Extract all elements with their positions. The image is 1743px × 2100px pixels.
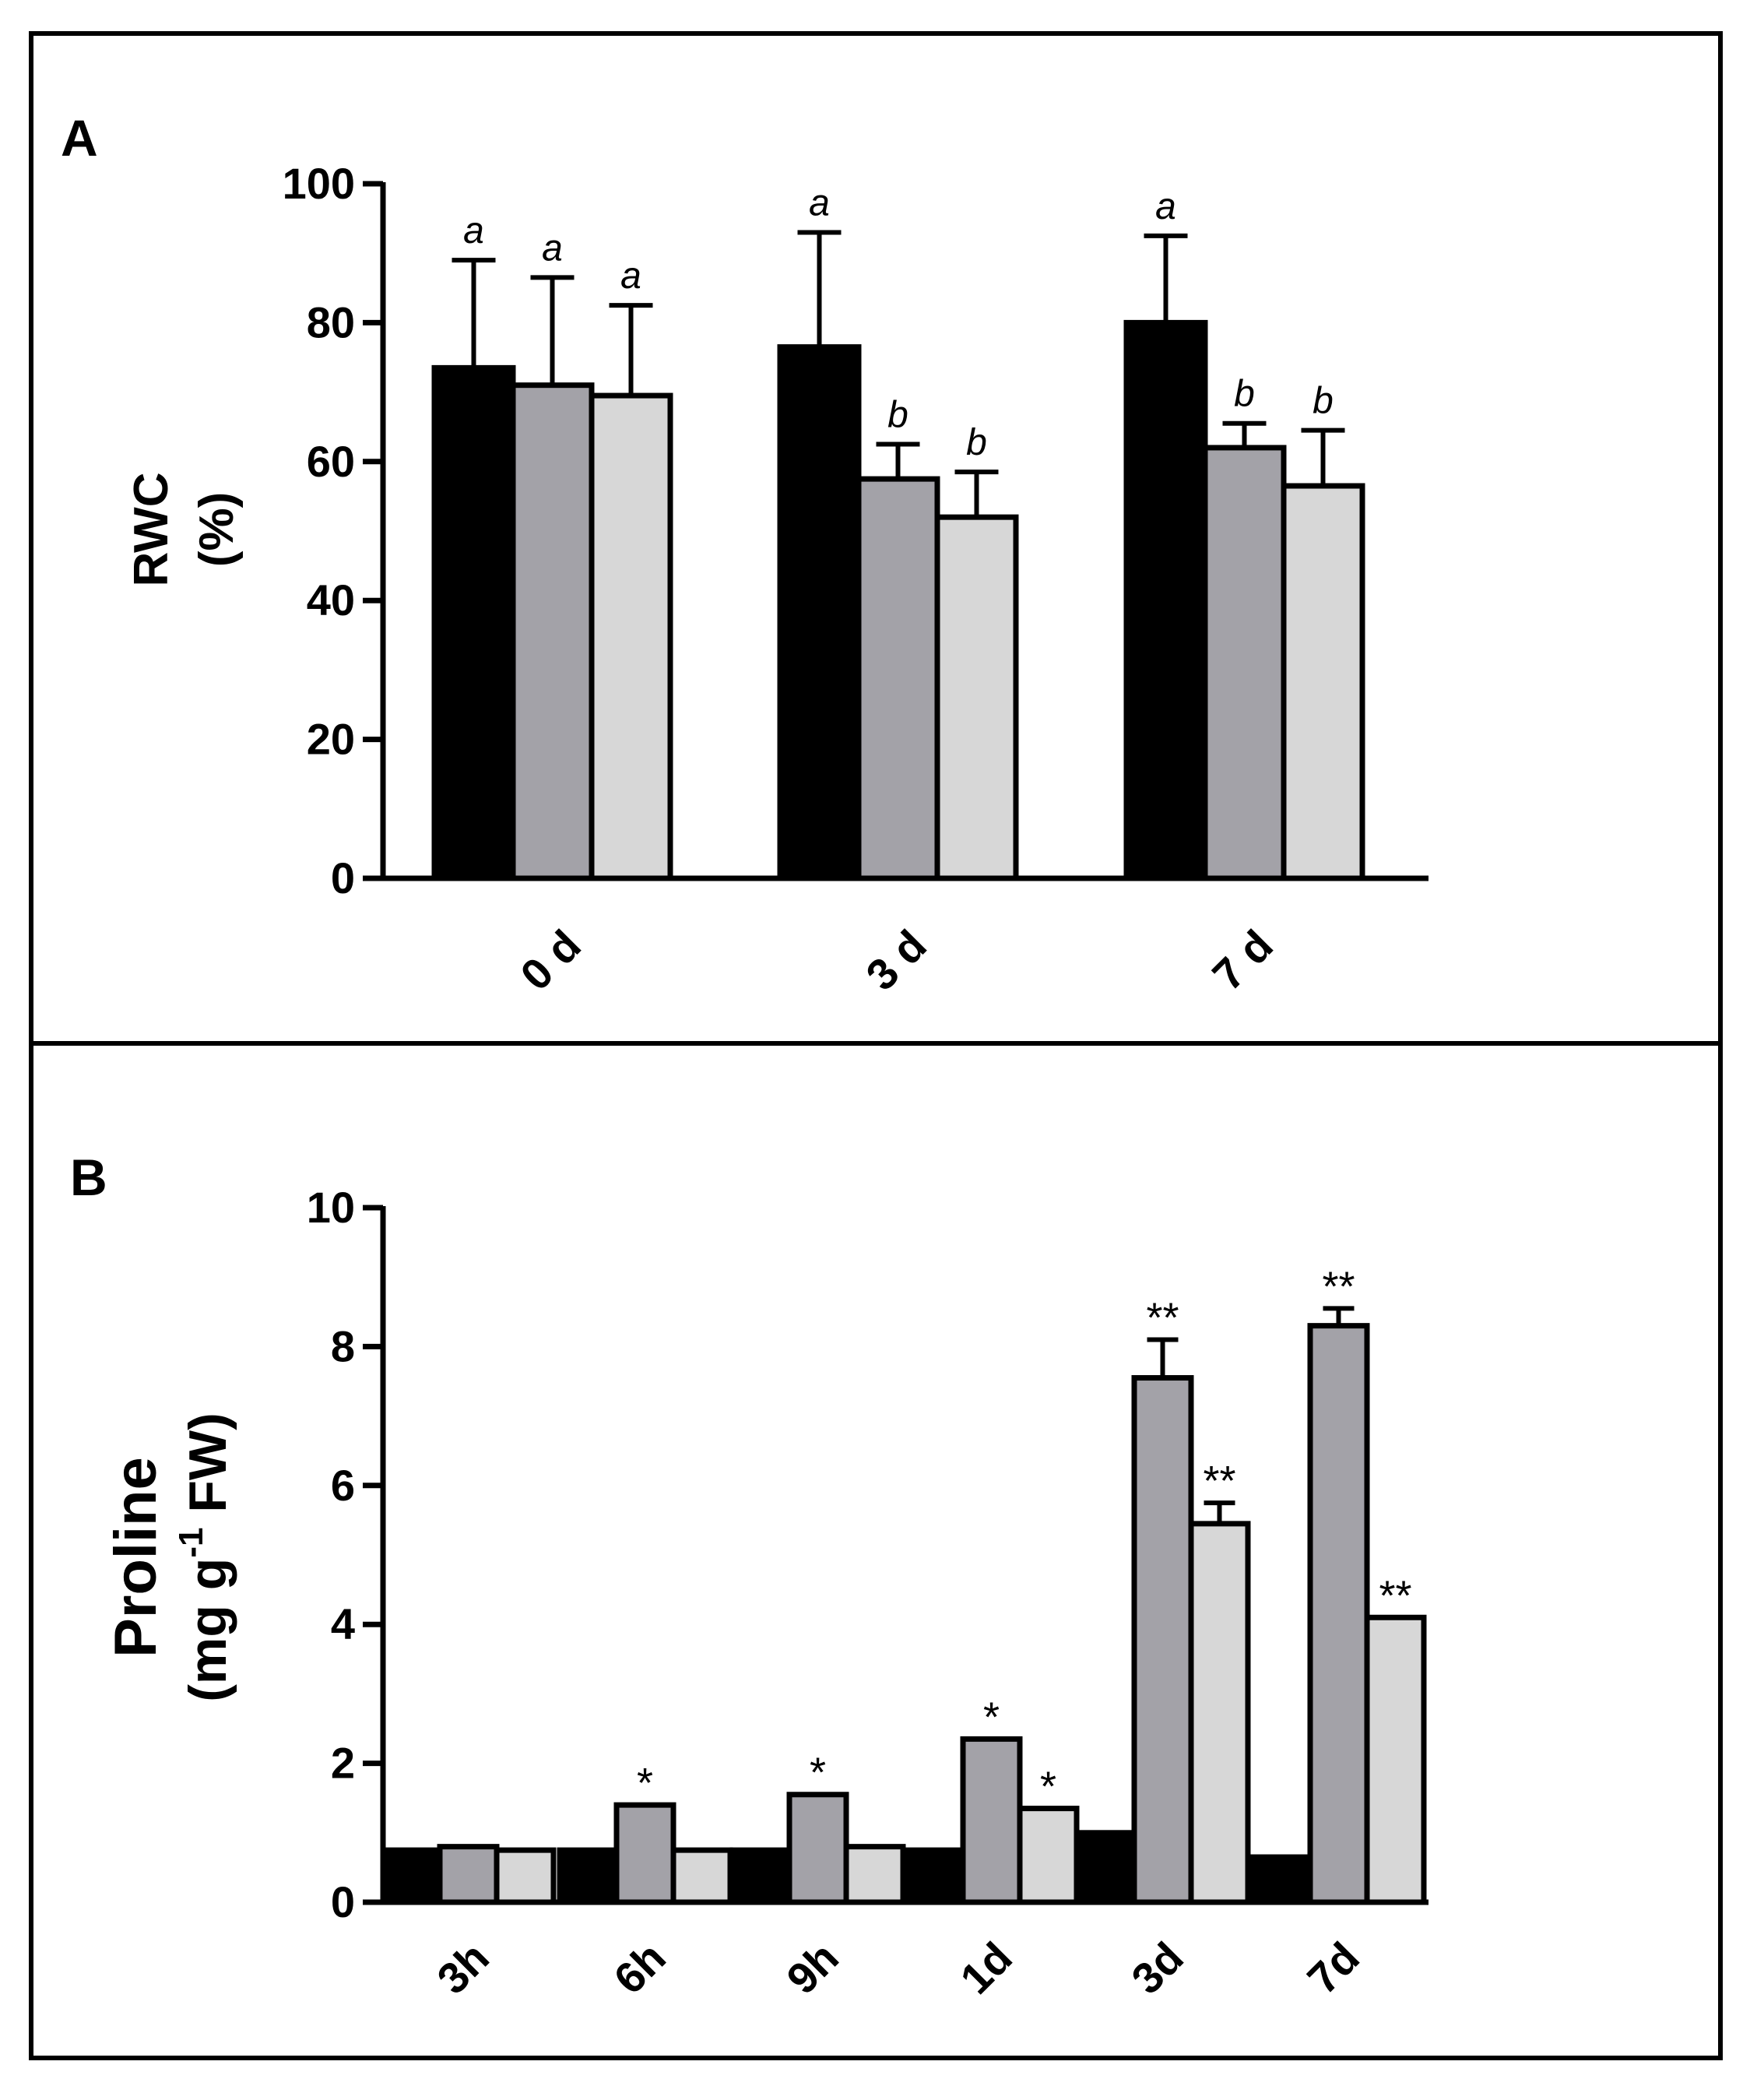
panel-a-significance-label: b — [887, 395, 908, 436]
panel-a-bar — [777, 344, 862, 881]
panel-b-bar — [437, 1844, 500, 1905]
panel-a-y-tick-label: 40 — [307, 575, 355, 624]
panel-a-bar — [1281, 483, 1365, 881]
panel-b-ylabel-pre: (mg g — [178, 1558, 237, 1702]
panel-b-x-tick-label: 6h — [604, 1933, 675, 2003]
panel-b-significance-label: * — [637, 1760, 653, 1806]
panel-b-bar — [729, 1847, 792, 1905]
panel-b: B Proline (mg g-1 FW) 02468103h*6h*9h**1… — [70, 1148, 1428, 2003]
panel-b-x-tick-label: 1d — [951, 1933, 1021, 2003]
panel-b-letter: B — [70, 1148, 107, 1206]
panel-a-significance-label: b — [966, 422, 987, 463]
panel-a-ylabel-line2: (%) — [190, 492, 244, 567]
panel-b-bar — [843, 1844, 906, 1905]
panel-b-bar — [380, 1847, 443, 1905]
panel-a-significance-label: b — [1313, 381, 1334, 422]
panel-b-bar — [1017, 1806, 1080, 1905]
panel-a-y-axis-title: RWC (%) — [125, 473, 244, 587]
panel-b-bar — [1364, 1614, 1427, 1905]
panel-b-ylabel-line2: (mg g-1 FW) — [172, 1412, 237, 1701]
panel-a-bar — [934, 514, 1019, 881]
panel-a-significance-label: a — [1155, 186, 1176, 227]
panel-a: A RWC (%) 0 20 40 60 80 100 a a a 0 d a b b 3 d a b b 7 d — [61, 109, 1428, 1000]
panel-b-ylabel-sup: -1 — [172, 1528, 210, 1558]
panel-b-significance-label: * — [983, 1694, 1000, 1740]
panel-b-bar — [960, 1736, 1023, 1905]
panel-a-bar — [589, 392, 673, 881]
panel-b-bar — [670, 1847, 733, 1905]
panel-b-y-tick-label: 2 — [331, 1739, 355, 1788]
panel-b-y-axis-title: Proline (mg g-1 FW) — [103, 1412, 237, 1701]
panel-b-y-tick-label: 10 — [307, 1183, 355, 1232]
panel-b-bar — [1188, 1521, 1251, 1905]
panel-b-bar — [1074, 1830, 1137, 1905]
panel-b-significance-label: * — [810, 1750, 826, 1796]
panel-b-bar — [613, 1802, 676, 1905]
panel-b-significance-label: ** — [1203, 1458, 1235, 1504]
panel-a-ylabel-line1: RWC — [125, 473, 178, 587]
panel-b-bar — [1307, 1323, 1370, 1905]
panel-b-x-tick-label: 3h — [427, 1933, 498, 2003]
panel-a-plot: 0 20 40 60 80 100 a a a 0 d a b b 3 d a b b 7 d — [283, 159, 1428, 1000]
panel-b-x-tick-label: 7d — [1298, 1933, 1369, 2003]
panel-b-bar — [1131, 1375, 1194, 1905]
panel-a-y-tick-label: 20 — [307, 715, 355, 764]
panel-a-significance-label: a — [542, 227, 563, 269]
panel-b-bar — [786, 1792, 849, 1905]
panel-b-bar — [903, 1847, 966, 1905]
panel-a-bar — [1123, 319, 1208, 881]
panel-b-y-tick-label: 0 — [331, 1877, 355, 1926]
panel-a-letter: A — [61, 109, 98, 167]
panel-b-y-tick-label: 6 — [331, 1461, 355, 1510]
panel-a-significance-label: a — [620, 255, 641, 297]
panel-a-x-tick-label: 3 d — [856, 920, 936, 1000]
panel-a-y-tick-label: 100 — [283, 159, 355, 208]
panel-a-significance-label: a — [463, 210, 484, 252]
panel-b-y-tick-label: 8 — [331, 1321, 355, 1370]
panel-b-ylabel-post: FW) — [178, 1412, 237, 1527]
panel-a-bar — [510, 382, 595, 881]
panel-a-bar — [856, 476, 940, 881]
panel-a-x-tick-label: 7 d — [1203, 920, 1282, 1000]
panel-b-x-tick-label: 3d — [1122, 1933, 1193, 2003]
panel-b-x-tick-label: 9h — [777, 1933, 848, 2003]
panel-b-bar — [557, 1847, 620, 1905]
panel-a-bar — [1202, 445, 1287, 881]
panel-a-x-tick-label: 0 d — [511, 920, 590, 1000]
panel-a-significance-label: a — [809, 182, 830, 223]
panel-b-significance-label: ** — [1379, 1572, 1411, 1619]
panel-b-bar — [494, 1847, 557, 1905]
panel-b-bar — [1250, 1854, 1313, 1905]
panel-b-significance-label: * — [1040, 1764, 1056, 1810]
panel-a-bar — [431, 364, 516, 881]
panel-b-significance-label: ** — [1146, 1294, 1179, 1341]
panel-a-y-tick-label: 60 — [307, 437, 355, 486]
panel-b-ylabel-line1: Proline — [103, 1457, 169, 1658]
panel-a-y-tick-label: 0 — [331, 853, 355, 902]
panel-a-significance-label: b — [1234, 374, 1255, 415]
panel-a-y-tick-label: 80 — [307, 297, 355, 346]
panel-b-y-tick-label: 4 — [331, 1599, 355, 1648]
panel-b-significance-label: ** — [1322, 1263, 1355, 1310]
